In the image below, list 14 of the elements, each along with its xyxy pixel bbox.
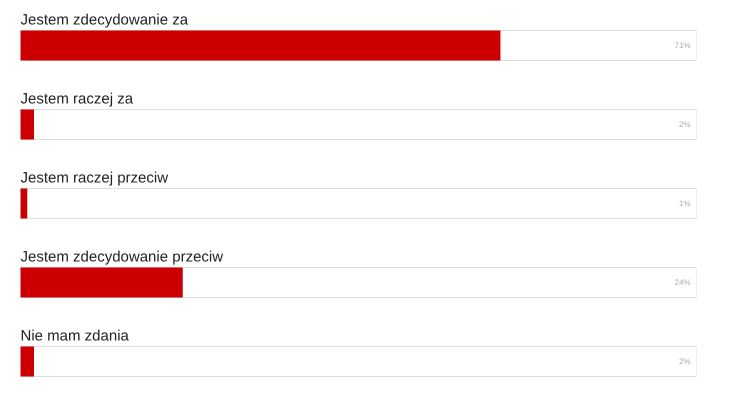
- data-label: 1%: [678, 199, 690, 208]
- y-tick-label: Jestem raczej za: [20, 90, 134, 108]
- y-tick-label: Jestem zdecydowanie za: [20, 12, 189, 28]
- data-label: 71%: [674, 41, 691, 50]
- y-tick-label: Nie mam zdania: [20, 328, 130, 344]
- bar: [20, 268, 183, 298]
- bar: [20, 346, 34, 376]
- data-label: 2%: [678, 357, 690, 366]
- y-tick-label: Jestem raczej przeciw: [20, 170, 168, 186]
- data-label: 24%: [674, 278, 691, 287]
- y-tick-label: Jestem zdecydowanie przeciw: [20, 248, 224, 266]
- data-label: 2%: [678, 120, 690, 129]
- bar: [20, 110, 34, 140]
- bar: [20, 188, 28, 218]
